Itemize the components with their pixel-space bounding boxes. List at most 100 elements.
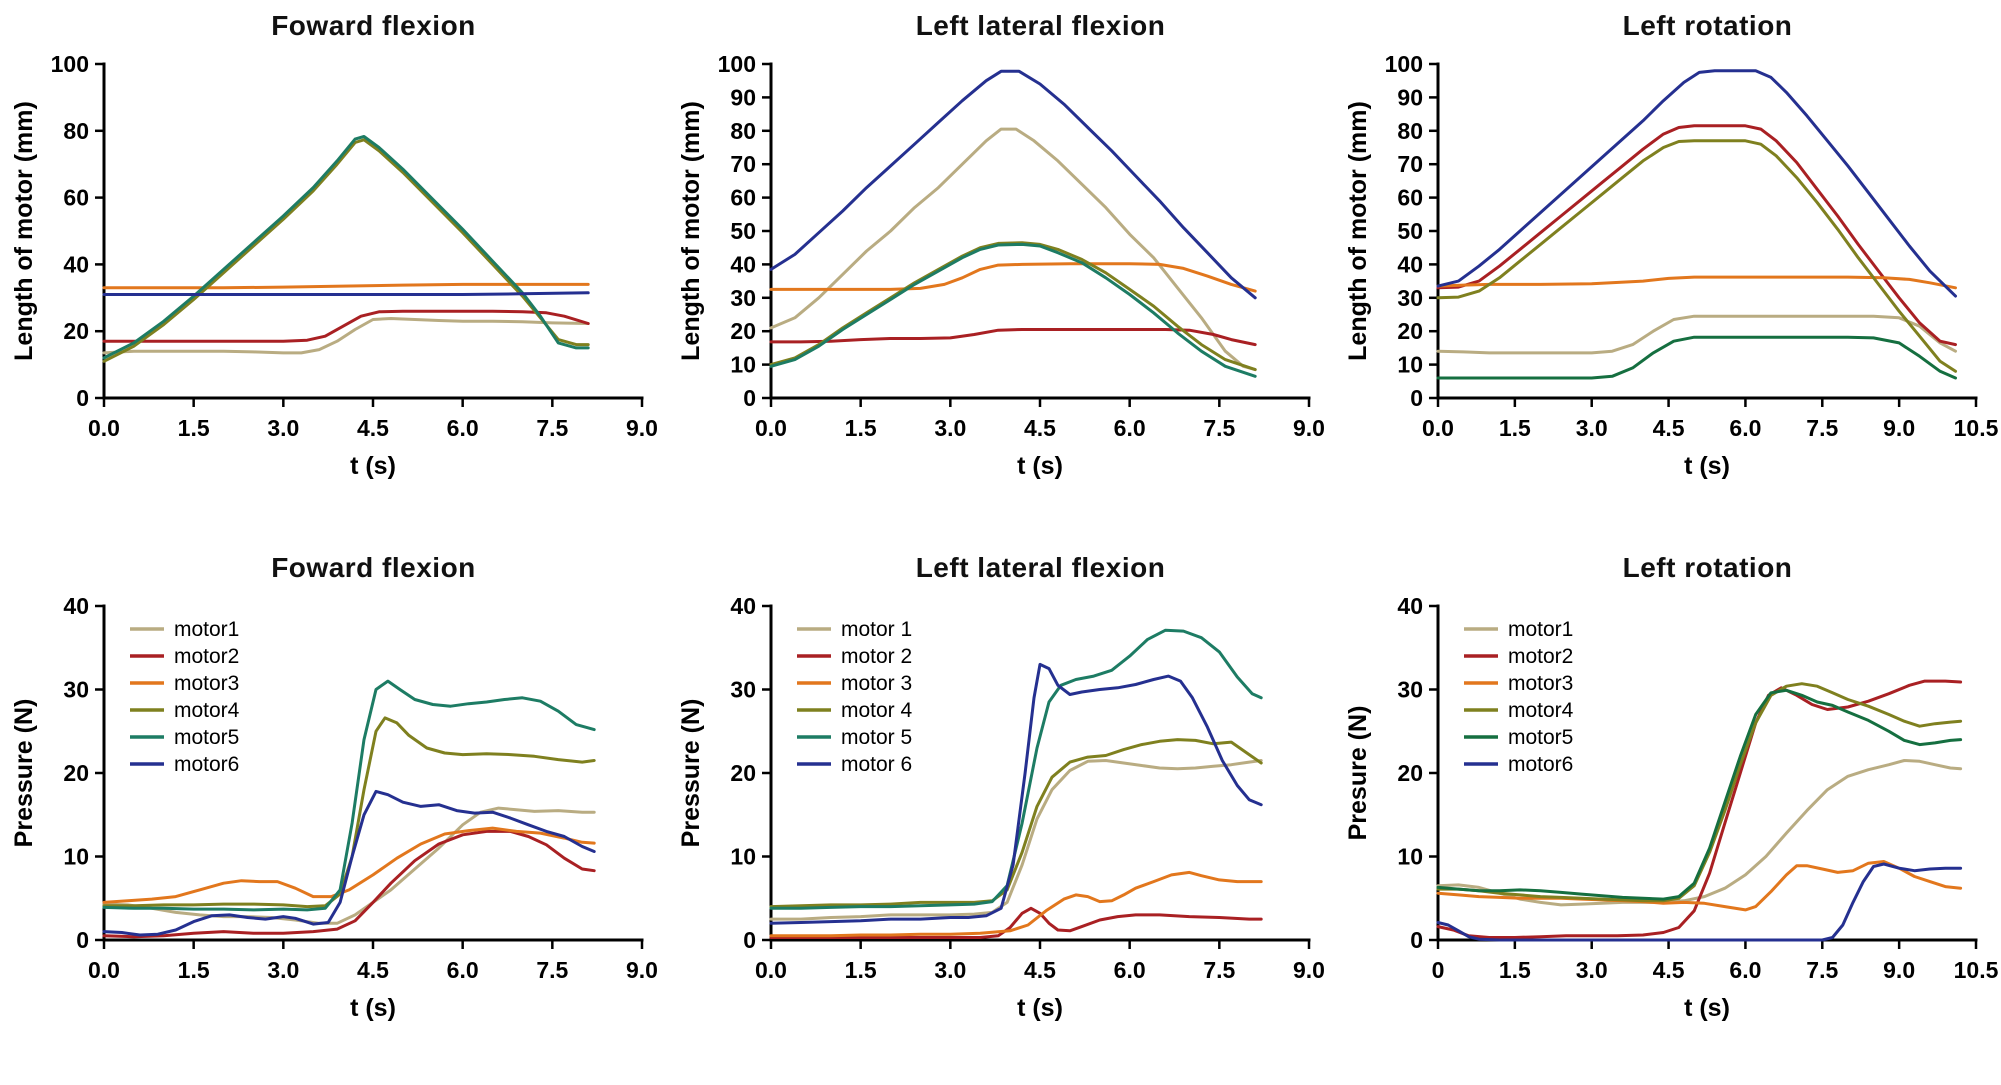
- svg-text:60: 60: [63, 185, 89, 211]
- svg-text:7.5: 7.5: [1806, 957, 1838, 983]
- svg-text:motor4: motor4: [1508, 699, 1574, 722]
- svg-text:30: 30: [1397, 285, 1423, 311]
- svg-text:7.5: 7.5: [536, 415, 568, 441]
- svg-text:motor3: motor3: [1508, 672, 1573, 695]
- svg-text:t (s): t (s): [350, 994, 396, 1022]
- chart-length-left-lateral-flexion: Left lateral flexion 0 10 20 30 40 50 60 70 80 90…: [667, 4, 1334, 542]
- svg-text:100: 100: [717, 51, 755, 77]
- svg-text:motor3: motor3: [174, 672, 239, 695]
- chart-pressure-forward-flexion: Foward flexion 0 10 20 30 40 0.0 1.5 3.0 4.5 6.0 7…: [0, 546, 667, 1084]
- svg-text:6.0: 6.0: [1113, 957, 1145, 983]
- svg-text:100: 100: [50, 51, 88, 77]
- line-plot: 0 10 20 30 40 0 1.5 3.0 4.5 6.0 7.5 9.0 10.5 t (s) Pre…: [1344, 593, 1998, 1022]
- svg-text:3.0: 3.0: [267, 957, 299, 983]
- svg-text:9.0: 9.0: [626, 415, 658, 441]
- svg-text:20: 20: [1397, 760, 1423, 786]
- chart-length-left-rotation: Left rotation 0 10 20 30 40 50 60 70 80 90 100 0.0 1…: [1334, 4, 2001, 542]
- svg-text:motor2: motor2: [1508, 645, 1573, 668]
- svg-text:t (s): t (s): [1017, 994, 1063, 1022]
- svg-text:60: 60: [730, 185, 756, 211]
- svg-text:10: 10: [1397, 844, 1423, 870]
- svg-text:40: 40: [63, 251, 89, 277]
- svg-text:0.0: 0.0: [1422, 415, 1454, 441]
- svg-text:t (s): t (s): [1684, 452, 1730, 480]
- svg-text:1.5: 1.5: [177, 415, 209, 441]
- svg-text:6.0: 6.0: [446, 957, 478, 983]
- chart-title: Foward flexion: [271, 10, 476, 41]
- svg-text:0: 0: [1431, 957, 1444, 983]
- svg-text:9.0: 9.0: [1883, 957, 1915, 983]
- svg-text:motor 4: motor 4: [841, 699, 913, 722]
- svg-text:90: 90: [730, 84, 756, 110]
- svg-text:6.0: 6.0: [1729, 957, 1761, 983]
- chart-title: Left rotation: [1622, 10, 1793, 41]
- svg-text:1.5: 1.5: [177, 957, 209, 983]
- svg-text:40: 40: [730, 251, 756, 277]
- chart-pressure-left-rotation: Left rotation 0 10 20 30 40 0 1.5 3.0 4.5 6.0 7.5 9…: [1334, 546, 2001, 1084]
- svg-text:motor 6: motor 6: [841, 753, 912, 776]
- svg-text:9.0: 9.0: [1293, 957, 1325, 983]
- svg-text:7.5: 7.5: [1806, 415, 1838, 441]
- svg-text:0: 0: [1410, 385, 1423, 411]
- svg-text:7.5: 7.5: [536, 957, 568, 983]
- svg-text:6.0: 6.0: [446, 415, 478, 441]
- svg-text:80: 80: [1397, 118, 1423, 144]
- svg-text:4.5: 4.5: [1024, 415, 1056, 441]
- svg-text:motor 5: motor 5: [841, 726, 912, 749]
- svg-text:7.5: 7.5: [1203, 415, 1235, 441]
- svg-text:10: 10: [730, 844, 756, 870]
- svg-text:motor5: motor5: [174, 726, 239, 749]
- svg-text:10: 10: [63, 844, 89, 870]
- svg-text:100: 100: [1384, 51, 1422, 77]
- svg-text:3.0: 3.0: [1575, 957, 1607, 983]
- svg-text:0: 0: [76, 927, 89, 953]
- svg-text:50: 50: [1397, 218, 1423, 244]
- svg-text:0.0: 0.0: [88, 415, 120, 441]
- svg-text:motor6: motor6: [174, 753, 239, 776]
- svg-text:40: 40: [730, 593, 756, 619]
- svg-text:4.5: 4.5: [357, 957, 389, 983]
- svg-text:40: 40: [1397, 593, 1423, 619]
- svg-text:t (s): t (s): [350, 452, 396, 480]
- svg-text:4.5: 4.5: [357, 415, 389, 441]
- svg-text:Pressure (N): Pressure (N): [677, 699, 705, 848]
- svg-text:3.0: 3.0: [267, 415, 299, 441]
- chart-length-forward-flexion: Foward flexion 0 20 40 60 80 100 0.0 1.5 3.0 4.5 6…: [0, 4, 667, 542]
- svg-text:1.5: 1.5: [844, 957, 876, 983]
- svg-text:0.0: 0.0: [755, 957, 787, 983]
- svg-text:30: 30: [1397, 677, 1423, 703]
- svg-text:50: 50: [730, 218, 756, 244]
- svg-text:70: 70: [730, 151, 756, 177]
- svg-text:1.5: 1.5: [1498, 957, 1530, 983]
- svg-text:1.5: 1.5: [844, 415, 876, 441]
- chart-title: Left lateral flexion: [915, 552, 1166, 583]
- svg-text:70: 70: [1397, 151, 1423, 177]
- svg-text:1.5: 1.5: [1498, 415, 1530, 441]
- svg-text:motor1: motor1: [174, 618, 239, 641]
- svg-text:10.5: 10.5: [1953, 957, 1997, 983]
- chart-title: Foward flexion: [271, 552, 476, 583]
- svg-text:Length of motor (mm): Length of motor (mm): [1344, 101, 1372, 361]
- svg-text:0.0: 0.0: [88, 957, 120, 983]
- svg-text:motor1: motor1: [1508, 618, 1573, 641]
- svg-text:10: 10: [1397, 352, 1423, 378]
- svg-text:9.0: 9.0: [1293, 415, 1325, 441]
- line-plot: 0 10 20 30 40 0.0 1.5 3.0 4.5 6.0 7.5 9.0 t (s) Press…: [10, 593, 658, 1022]
- svg-text:Length of motor (mm): Length of motor (mm): [10, 101, 38, 361]
- svg-text:30: 30: [63, 677, 89, 703]
- svg-text:motor 1: motor 1: [841, 618, 912, 641]
- svg-text:10: 10: [730, 352, 756, 378]
- chart-pressure-left-lateral-flexion: Left lateral flexion 0 10 20 30 40 0.0 1.5 3.0 4…: [667, 546, 1334, 1084]
- svg-text:0: 0: [743, 385, 756, 411]
- svg-text:t (s): t (s): [1684, 994, 1730, 1022]
- svg-text:40: 40: [63, 593, 89, 619]
- svg-text:90: 90: [1397, 84, 1423, 110]
- svg-text:motor5: motor5: [1508, 726, 1573, 749]
- svg-text:Length of motor (mm): Length of motor (mm): [677, 101, 705, 361]
- svg-text:60: 60: [1397, 185, 1423, 211]
- svg-text:20: 20: [730, 318, 756, 344]
- line-plot: 0 10 20 30 40 50 60 70 80 90 100 0.0 1.5 3.0 4.5 6.0 7.5…: [677, 51, 1325, 480]
- svg-text:9.0: 9.0: [1883, 415, 1915, 441]
- svg-text:20: 20: [63, 760, 89, 786]
- svg-text:t (s): t (s): [1017, 452, 1063, 480]
